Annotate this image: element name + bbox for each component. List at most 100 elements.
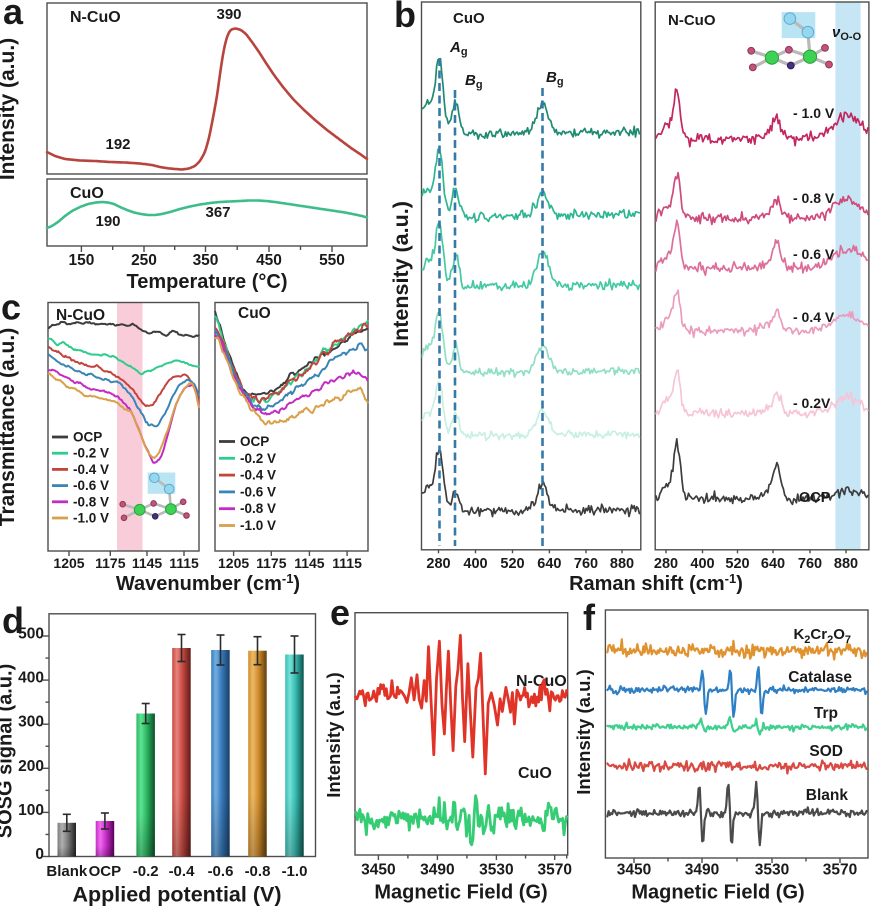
svg-text:- 0.8 V: - 0.8 V [793, 190, 835, 206]
svg-text:-0.8 V: -0.8 V [73, 494, 109, 509]
svg-text:CuO: CuO [238, 305, 271, 322]
svg-text:3450: 3450 [617, 862, 651, 879]
svg-text:f: f [583, 597, 596, 638]
svg-text:OCP: OCP [799, 490, 831, 506]
svg-text:Bg: Bg [465, 72, 483, 91]
svg-text:Applied potential (V): Applied potential (V) [72, 883, 281, 907]
svg-text:880: 880 [834, 556, 858, 572]
svg-text:CuO: CuO [518, 765, 552, 782]
svg-text:- 0.4 V: - 0.4 V [793, 309, 835, 325]
svg-text:400: 400 [18, 670, 44, 687]
svg-text:400: 400 [690, 556, 714, 572]
svg-text:760: 760 [798, 556, 822, 572]
svg-text:OCP: OCP [240, 434, 269, 449]
svg-text:OCP: OCP [73, 430, 102, 445]
svg-text:Bg: Bg [546, 69, 564, 88]
svg-text:1145: 1145 [294, 555, 325, 571]
svg-text:300: 300 [18, 714, 44, 731]
svg-text:-0.2: -0.2 [133, 863, 159, 880]
svg-text:-0.6: -0.6 [208, 863, 234, 880]
svg-text:3450: 3450 [361, 862, 395, 879]
svg-text:- 1.0 V: - 1.0 V [793, 105, 835, 121]
svg-text:3490: 3490 [420, 862, 454, 879]
svg-text:1115: 1115 [169, 555, 199, 571]
svg-text:3490: 3490 [685, 862, 719, 879]
svg-text:Temperature (°C): Temperature (°C) [127, 271, 288, 293]
svg-text:Intensity (a.u.): Intensity (a.u.) [573, 669, 594, 794]
svg-text:N-CuO: N-CuO [668, 12, 716, 29]
svg-text:3570: 3570 [537, 862, 571, 879]
svg-text:c: c [1, 287, 21, 328]
svg-text:-1.0 V: -1.0 V [240, 518, 276, 533]
svg-text:a: a [3, 0, 24, 32]
svg-text:- 0.6 V: - 0.6 V [793, 246, 835, 262]
svg-text:190: 190 [95, 213, 120, 230]
svg-text:250: 250 [131, 252, 157, 269]
svg-text:CuO: CuO [70, 185, 104, 202]
svg-text:N-CuO: N-CuO [516, 673, 567, 690]
svg-text:Trp: Trp [814, 705, 838, 722]
svg-text:-0.4 V: -0.4 V [240, 468, 276, 483]
svg-text:-0.2 V: -0.2 V [240, 451, 276, 466]
svg-text:350: 350 [193, 252, 219, 269]
svg-text:-1.0 V: -1.0 V [73, 511, 109, 526]
svg-text:1175: 1175 [256, 555, 287, 571]
svg-text:νO-O: νO-O [832, 24, 862, 43]
svg-text:1205: 1205 [218, 555, 249, 571]
svg-text:367: 367 [205, 204, 230, 221]
svg-text:200: 200 [18, 758, 44, 775]
svg-text:0: 0 [35, 846, 44, 863]
svg-text:3530: 3530 [755, 862, 789, 879]
svg-text:3530: 3530 [479, 862, 513, 879]
svg-text:e: e [330, 592, 350, 633]
svg-text:Blank: Blank [46, 863, 88, 880]
svg-text:CuO: CuO [453, 10, 485, 27]
svg-text:280: 280 [654, 556, 678, 572]
svg-text:550: 550 [319, 252, 345, 269]
svg-text:-0.8 V: -0.8 V [240, 501, 276, 516]
svg-text:d: d [2, 600, 24, 641]
svg-text:520: 520 [500, 556, 524, 572]
svg-text:Magnetic Field (G): Magnetic Field (G) [374, 882, 547, 904]
svg-text:100: 100 [18, 802, 44, 819]
svg-text:Raman shift (cm-1): Raman shift (cm-1) [569, 571, 743, 595]
svg-text:b: b [394, 0, 416, 35]
svg-text:-0.4 V: -0.4 V [73, 462, 109, 477]
svg-text:520: 520 [725, 556, 749, 572]
svg-text:N-CuO: N-CuO [70, 9, 121, 26]
svg-text:1145: 1145 [132, 555, 163, 571]
svg-text:1175: 1175 [95, 555, 126, 571]
svg-text:Wavenumber (cm-1): Wavenumber (cm-1) [116, 571, 300, 595]
svg-text:- 0.2V: - 0.2V [793, 395, 831, 411]
svg-text:-1.0: -1.0 [282, 863, 308, 880]
svg-text:640: 640 [761, 556, 785, 572]
svg-text:640: 640 [537, 556, 561, 572]
svg-text:3570: 3570 [823, 862, 857, 879]
svg-text:Blank: Blank [806, 787, 849, 804]
svg-text:150: 150 [68, 252, 94, 269]
svg-text:-0.8: -0.8 [245, 863, 271, 880]
svg-text:Intensity (a.u.): Intensity (a.u.) [323, 672, 344, 797]
svg-text:SOD: SOD [809, 743, 843, 760]
svg-text:Magnetic Field (G): Magnetic Field (G) [631, 882, 804, 904]
svg-text:OCP: OCP [89, 863, 122, 880]
svg-text:280: 280 [426, 556, 450, 572]
svg-text:Intensity (a.u.): Intensity (a.u.) [389, 201, 413, 347]
svg-text:Catalase: Catalase [788, 669, 852, 686]
svg-text:N-CuO: N-CuO [56, 307, 105, 324]
svg-text:1115: 1115 [332, 555, 362, 571]
svg-text:-0.6 V: -0.6 V [73, 478, 109, 493]
svg-text:Transmittance (a.u.): Transmittance (a.u.) [0, 328, 19, 526]
svg-text:Intensity (a.u.): Intensity (a.u.) [0, 38, 19, 180]
svg-text:192: 192 [105, 136, 130, 153]
svg-text:760: 760 [574, 556, 598, 572]
svg-text:-0.6 V: -0.6 V [240, 484, 276, 499]
svg-text:-0.2 V: -0.2 V [73, 446, 109, 461]
svg-text:Ag: Ag [449, 39, 468, 58]
svg-text:SOSG signal (a.u.): SOSG signal (a.u.) [0, 664, 17, 838]
svg-text:500: 500 [18, 626, 44, 643]
svg-text:400: 400 [463, 556, 487, 572]
svg-text:450: 450 [256, 252, 282, 269]
svg-text:1205: 1205 [53, 555, 84, 571]
svg-text:390: 390 [216, 6, 241, 23]
